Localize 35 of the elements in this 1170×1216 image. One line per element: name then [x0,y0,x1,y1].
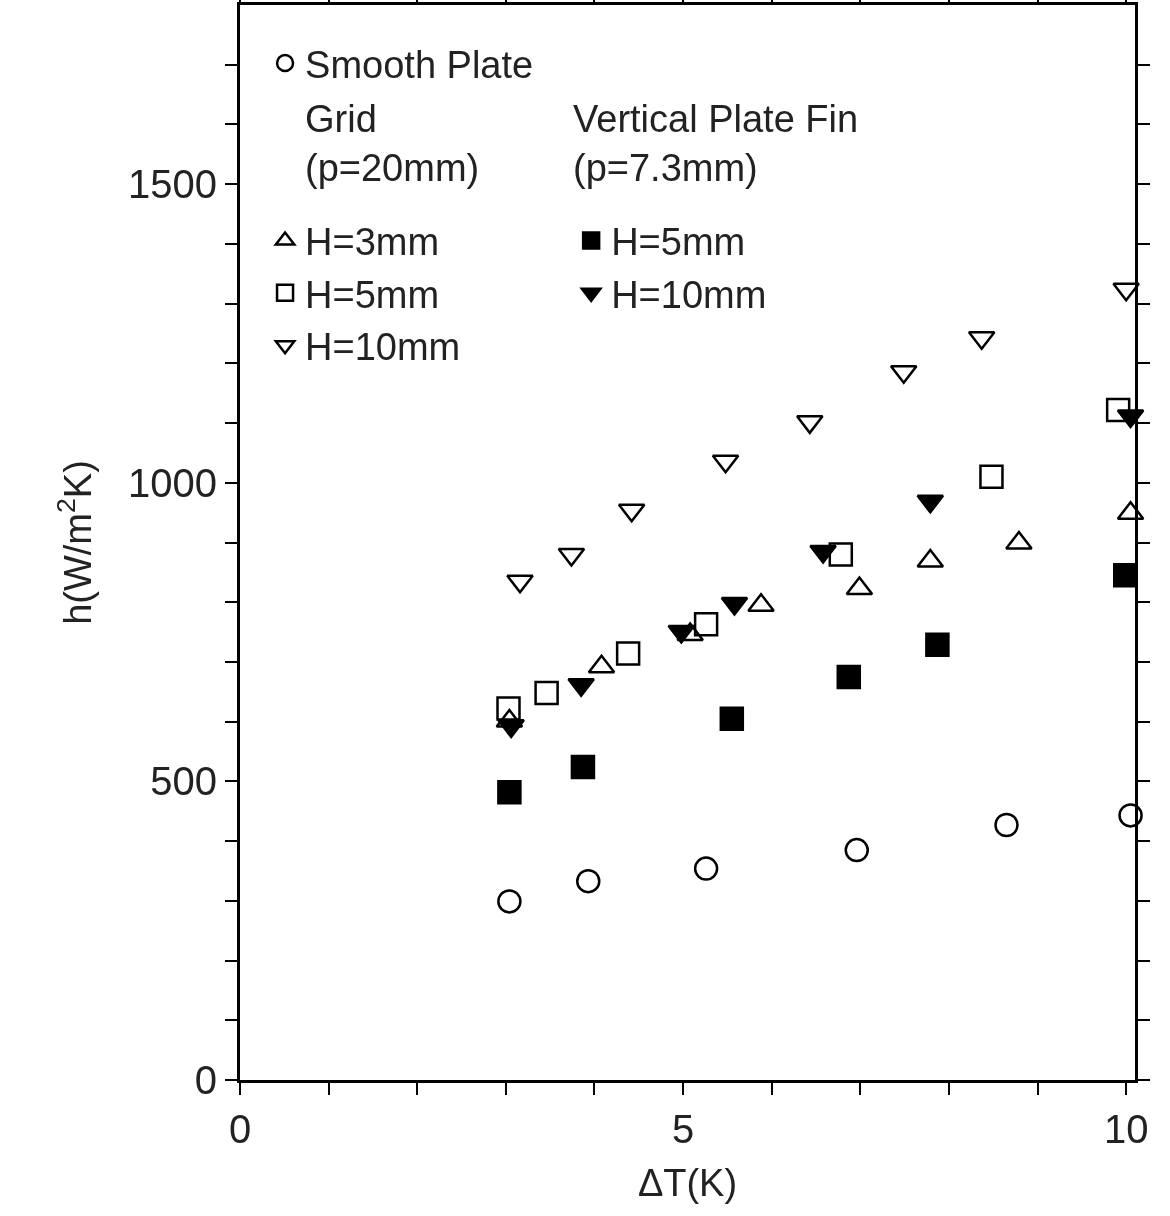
legend-label: H=10mm [611,273,767,316]
x-tick-label: 5 [671,1107,695,1151]
annotation: Vertical Plate Fin (p=7.3mm) [573,98,859,190]
y-tick-label: 1500 [128,162,217,207]
y-tick-label: 0 [194,1058,217,1102]
point [693,612,719,637]
point [979,464,1004,490]
point [576,868,601,894]
point [844,837,869,863]
y-tick-label: 500 [150,759,217,804]
y-tick-label: 1000 [128,460,217,505]
point [828,542,854,567]
x-tick-label: 0 [228,1107,252,1151]
legend-label: H=5mm [611,221,746,264]
point [836,664,862,690]
point [497,779,522,805]
point [693,856,719,881]
legend-label: H=3mm [305,221,440,264]
point [570,754,596,780]
x-axis-title: ΔT(K) [637,1162,738,1205]
point [506,574,534,594]
point [1113,563,1138,588]
point [719,706,745,731]
x-tick-label: 10 [1103,1107,1149,1151]
legend-label: H=10mm [305,326,461,369]
point [994,812,1019,838]
point [496,696,521,721]
point [925,632,950,657]
point [534,680,559,706]
point [615,641,641,666]
legend-label: Smooth Plate [305,43,534,86]
point [1118,803,1143,828]
point [497,889,522,914]
annotation: Grid (p=20mm) [305,98,480,190]
legend-label: H=5mm [305,273,440,316]
